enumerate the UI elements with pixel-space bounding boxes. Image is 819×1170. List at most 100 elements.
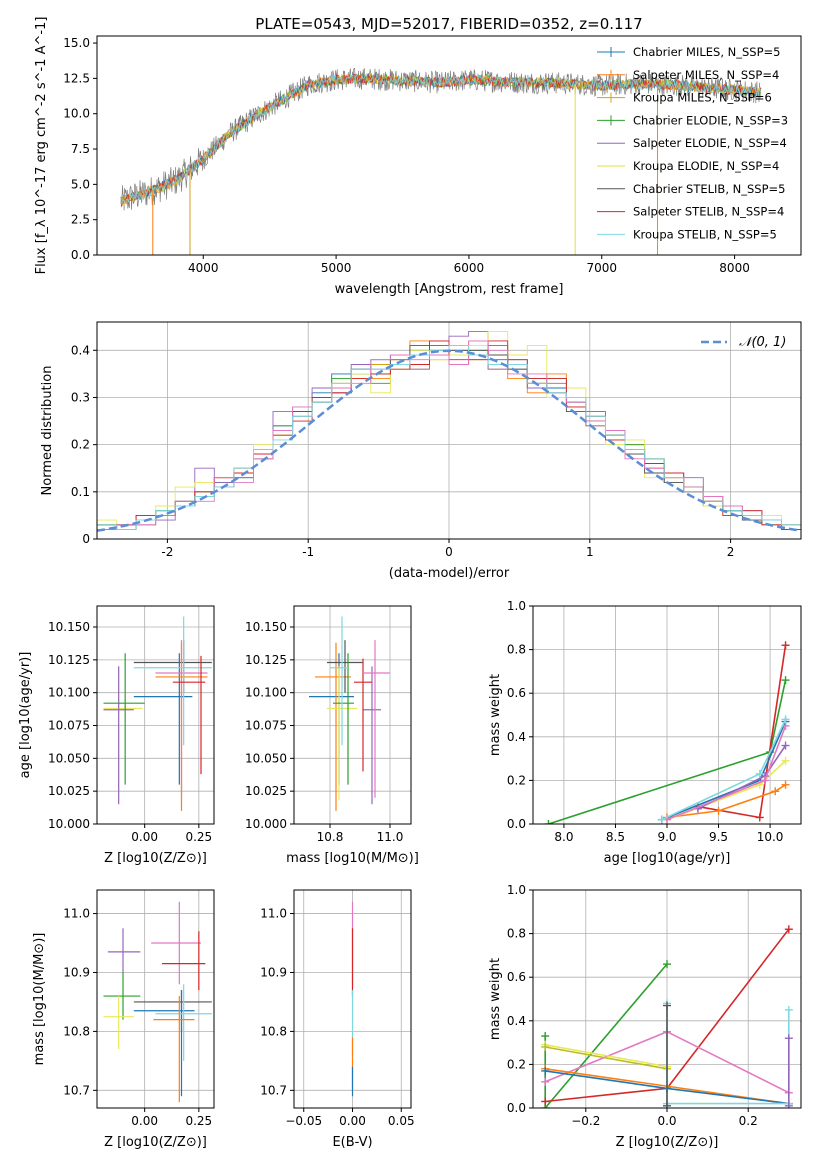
y-tick-label: 0.4: [507, 730, 526, 744]
data-point-errorbar: [103, 996, 134, 1050]
y-tick-label: 0.4: [507, 1014, 526, 1028]
mass-weight-line: [666, 725, 787, 821]
x-tick-label: 4000: [188, 261, 219, 275]
data-point-marker: [541, 1032, 550, 1041]
x-tick-label: 1: [586, 545, 594, 559]
plot-area: [309, 616, 390, 811]
plot-area: [97, 330, 801, 532]
data-point-errorbar: [309, 653, 354, 785]
axes-frame: [532, 889, 802, 1109]
plot-area: [103, 901, 212, 1103]
data-point-errorbar: [327, 640, 363, 693]
x-tick-label: -2: [161, 545, 173, 559]
x-tick-label: 0: [445, 545, 453, 559]
axes-frame: [293, 605, 412, 825]
y-tick-label: 10.150: [48, 620, 90, 634]
y-tick-label: 11.0: [63, 907, 90, 921]
axes-frame: [96, 605, 215, 825]
data-point-errorbar: [153, 996, 195, 1103]
y-tick-label: 10.8: [63, 1024, 90, 1038]
legend-label: Kroupa MILES, N_SSP=6: [633, 91, 772, 105]
y-tick-label: 0.8: [507, 643, 526, 657]
legend-label: Kroupa STELIB, N_SSP=5: [633, 227, 777, 241]
data-point-marker: [781, 780, 790, 789]
data-point-marker: [760, 776, 769, 785]
legend-label: Chabrier STELIB, N_SSP=5: [633, 182, 785, 196]
data-point-errorbar: [133, 990, 195, 1097]
data-point-marker: [781, 715, 790, 724]
x-tick-label: 0.00: [339, 1114, 366, 1128]
mass-vs-metallicity-panel: 0.00 0.25 10.7 10.8 10.9 11.0 Z [log10(Z/Z⊙)] m…: [32, 889, 215, 1150]
legend-label: Salpeter MILES, N_SSP=4: [633, 68, 779, 82]
x-tick-label: 8.5: [606, 830, 625, 844]
data-point-marker: [663, 1001, 671, 1010]
y-tick-label: 1.0: [507, 883, 526, 897]
legend-label: Chabrier MILES, N_SSP=5: [633, 45, 780, 59]
data-point-marker: [541, 1097, 550, 1106]
data-point-errorbar: [155, 640, 208, 798]
data-point-marker: [663, 1101, 671, 1108]
y-tick-label: 10.8: [260, 1024, 287, 1038]
y-tick-label: 0.3: [71, 390, 90, 404]
x-tick-label: 10.0: [757, 830, 784, 844]
data-point-marker: [544, 820, 553, 824]
x-axis-label: Z [log10(Z/Z⊙)]: [104, 1135, 207, 1150]
y-tick-label: 10.050: [48, 751, 90, 765]
x-tick-label: 9.5: [709, 830, 728, 844]
y-axis-label: Flux [f_λ 10^-17 erg cm^-2 s^-1 A^-1]: [34, 17, 49, 275]
y-tick-label: 0.4: [71, 343, 90, 357]
data-point-errorbar: [103, 666, 134, 805]
x-tick-label: 9.0: [657, 830, 676, 844]
y-tick-label: 2.5: [71, 213, 90, 227]
x-tick-label: 0.25: [185, 830, 212, 844]
y-axis-label: mass weight: [488, 674, 503, 756]
x-tick-label: 5000: [321, 261, 352, 275]
mass-vs-extinction-panel: −0.05 0.00 0.05 10.7 10.8 10.9 11.0 E(B-V): [260, 889, 415, 1150]
data-point-marker: [784, 1005, 793, 1014]
mass-weight-vs-metallicity-panel: −0.2 0.0 0.2 0.0 0.2 0.4 0.6 0.8 1.0 Z [log10(Z/Z…: [488, 883, 802, 1150]
y-tick-label: 10.9: [63, 965, 90, 979]
y-tick-label: 0.1: [71, 485, 90, 499]
y-tick-label: 0.8: [507, 927, 526, 941]
data-point-marker: [781, 676, 790, 685]
data-point-errorbar: [151, 901, 201, 985]
y-tick-label: 0.2: [71, 438, 90, 452]
axes-frame: [293, 889, 412, 1109]
legend-label: Salpeter ELODIE, N_SSP=4: [633, 136, 787, 150]
age-vs-metallicity-panel: 0.00 0.25 10.000 10.025 10.050 10.075 10.100 10…: [18, 605, 215, 866]
data-point-errorbar: [330, 616, 348, 746]
x-tick-label: 0.00: [131, 830, 158, 844]
x-tick-label: 8000: [719, 261, 750, 275]
y-tick-label: 10.100: [48, 686, 90, 700]
y-tick-label: 0.0: [71, 248, 90, 262]
axes-frame: [96, 321, 802, 540]
data-point-marker: [784, 1101, 793, 1108]
data-point-errorbar: [333, 653, 354, 785]
y-axis-label: mass [log10(M/M⊙)]: [32, 933, 47, 1066]
mass-weight-line: [666, 784, 786, 819]
data-point-errorbar: [354, 658, 372, 772]
y-tick-label: 0.6: [507, 970, 526, 984]
plot-area: [541, 925, 793, 1108]
y-tick-label: 10.075: [48, 719, 90, 733]
y-tick-label: 10.000: [48, 817, 90, 831]
data-point-errorbar: [107, 928, 141, 973]
x-axis-label: (data-model)/error: [389, 566, 510, 581]
spectrum-panel: 4000 5000 6000 7000 8000 0.0 2.5 5.0 7.5 10.0 12.5…: [34, 17, 802, 297]
x-tick-label: 0.2: [739, 1114, 758, 1128]
data-point-marker: [784, 1034, 793, 1043]
y-tick-label: 10.025: [245, 784, 287, 798]
y-tick-label: 10.7: [260, 1083, 287, 1097]
x-tick-label: −0.2: [571, 1114, 600, 1128]
y-tick-label: 10.150: [245, 620, 287, 634]
mass-weight-line: [545, 1044, 668, 1068]
data-point-marker: [755, 813, 764, 822]
y-tick-label: 12.5: [63, 71, 90, 85]
figure-title: PLATE=0543, MJD=52017, FIBERID=0352, z=0…: [255, 15, 642, 33]
mass-weight-vs-age-panel: 8.0 8.5 9.0 9.5 10.0 0.0 0.2 0.4 0.6 0.8 1.0 age [l…: [488, 599, 802, 866]
y-tick-label: 0.0: [507, 1101, 526, 1115]
legend-label: Chabrier ELODIE, N_SSP=3: [633, 113, 788, 127]
legend-label: 𝒩(0, 1): [739, 335, 786, 350]
data-point-errorbar: [103, 666, 143, 801]
